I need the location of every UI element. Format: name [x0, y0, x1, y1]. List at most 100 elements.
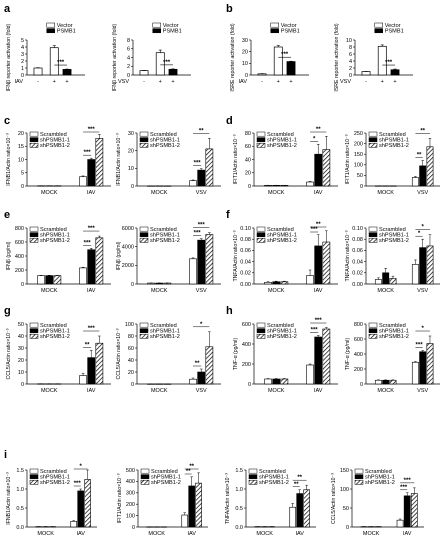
- x-group-label: MOCK: [377, 190, 394, 196]
- y-tick-label: 0: [21, 184, 24, 190]
- bar: [426, 146, 434, 187]
- y-tick-label: 800: [15, 226, 24, 232]
- y-tick-label: 1.5: [16, 468, 24, 474]
- y-tick-label: 0: [21, 382, 24, 388]
- y-tick-label: 200: [354, 141, 363, 147]
- y-tick-label: 10: [242, 61, 248, 67]
- bar: [197, 239, 206, 285]
- y-tick-label: 6: [349, 52, 352, 58]
- x-group-label: IAV: [87, 288, 96, 294]
- y-tick-label: 20: [18, 358, 24, 364]
- legend-label: shPSMB1-2: [40, 238, 70, 244]
- legend-label: shPSMB1-1: [151, 475, 181, 481]
- legend-label: Scrambled: [40, 132, 67, 138]
- x-group-label: MOCK: [363, 531, 380, 537]
- y-tick-label: 10: [18, 157, 24, 163]
- significance-label: ***: [198, 223, 206, 229]
- y-tick-label: 1.0: [16, 487, 24, 493]
- legend-swatch: [256, 142, 266, 148]
- significance-label: ***: [88, 127, 96, 133]
- bar: [181, 514, 188, 528]
- legend-label: shPSMB1-1: [40, 233, 70, 239]
- bar: [389, 379, 397, 385]
- significance-label: ***: [84, 150, 92, 156]
- y-tick-label: 30: [242, 38, 248, 44]
- y-tick-label: 0: [127, 73, 130, 79]
- significance-label: **: [195, 361, 200, 367]
- y-tick-label: 60: [245, 144, 251, 150]
- bar: [306, 364, 314, 385]
- y-tick-label: 0: [132, 525, 135, 531]
- significance-label: **: [199, 128, 204, 134]
- legend-label: shPSMB1-2: [40, 480, 70, 486]
- legend-label: shPSMB1-1: [150, 138, 180, 144]
- y-tick-label: 15: [18, 144, 24, 150]
- legend-swatch: [374, 28, 383, 34]
- y-tick-label: 8: [127, 38, 130, 44]
- y-tick-label: 0: [131, 184, 134, 190]
- bar: [411, 177, 419, 187]
- legend-label: Vector: [281, 23, 297, 29]
- bar: [77, 490, 84, 528]
- y-axis-label: ISRE reporter activation (fold): [334, 23, 340, 92]
- legend-label: shPSMB1-1: [40, 329, 70, 335]
- y-tick-label: 0: [21, 282, 24, 288]
- x-group-label: MOCK: [151, 388, 168, 394]
- y-tick-label: 4: [127, 55, 130, 61]
- y-axis-label: CCL5/Actin ratio×10⁻³: [331, 473, 337, 524]
- legend-swatch: [140, 479, 150, 485]
- legend-label: Scrambled: [150, 227, 177, 233]
- x-group-label: MOCK: [256, 531, 273, 537]
- significance-label: ***: [194, 161, 202, 167]
- bar: [273, 46, 283, 76]
- y-tick-label: 0.10: [352, 226, 363, 232]
- bar: [189, 378, 197, 385]
- bar: [374, 379, 382, 385]
- x-group-label: IAV: [314, 388, 323, 394]
- significance-label: ***: [74, 481, 82, 487]
- bar: [411, 264, 419, 285]
- significance-label: ***: [281, 52, 289, 58]
- x-group-label: MOCK: [151, 288, 168, 294]
- y-tick-label: 100: [354, 163, 363, 169]
- significance-label: ***: [385, 60, 393, 66]
- x-group-label: MOCK: [37, 531, 54, 537]
- bar: [197, 169, 206, 187]
- significance-label: ***: [416, 343, 424, 349]
- x-group-label: VSV: [196, 190, 207, 196]
- y-tick-label: 0: [131, 282, 134, 288]
- y-tick-label: 5: [21, 171, 24, 177]
- legend-swatch: [248, 479, 258, 485]
- bar: [84, 479, 91, 528]
- bar: [280, 281, 289, 285]
- y-tick-label: 20: [245, 171, 251, 177]
- y-tick-label: 150: [340, 468, 349, 474]
- x-group-label: MOCK: [148, 531, 165, 537]
- legend-swatch: [368, 237, 378, 243]
- significance-label: *: [418, 231, 421, 237]
- legend-swatch: [29, 474, 39, 480]
- y-tick-label: 300: [126, 491, 135, 497]
- significance-label: **: [186, 469, 191, 475]
- legend-swatch: [368, 137, 378, 143]
- y-tick-label: 1.0: [235, 487, 243, 493]
- legend-swatch: [354, 479, 364, 485]
- bar: [419, 247, 427, 285]
- x-group-label: MOCK: [268, 288, 285, 294]
- chart-b1: 0 10 20 30 ISRE reporter activation (fold) Ve…: [230, 22, 309, 92]
- legend-label: Scrambled: [267, 323, 294, 329]
- legend-label: Scrambled: [150, 132, 177, 138]
- y-tick-label: 8: [349, 45, 352, 51]
- bar: [87, 357, 96, 385]
- y-tick-label: 0.08: [240, 237, 251, 243]
- y-tick-label: 60: [128, 346, 134, 352]
- y-tick-label: 6000: [122, 226, 134, 232]
- bar: [286, 61, 296, 76]
- bar: [382, 272, 390, 285]
- bar: [314, 245, 323, 285]
- legend-label: shPSMB1-2: [40, 334, 70, 340]
- y-axis-label: IFIT1/Actin ratio×10⁻³: [233, 134, 239, 184]
